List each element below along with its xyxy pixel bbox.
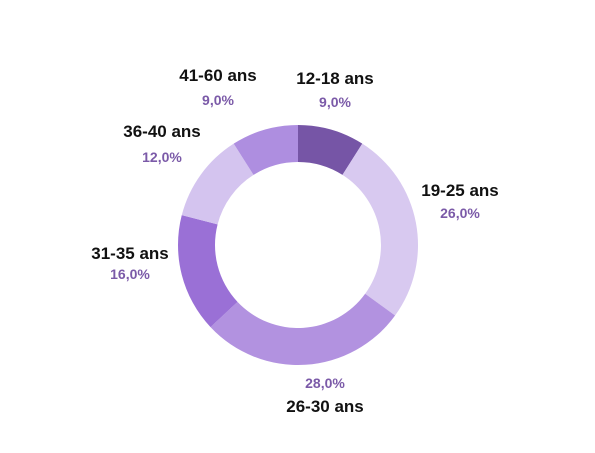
slice-12-18-ans: [298, 125, 363, 175]
slice-26-30-ans: [210, 293, 396, 366]
slice-label: 41-60 ans: [179, 66, 257, 85]
slice-31-35-ans: [178, 215, 238, 328]
slice-value-label: 9,0%: [202, 92, 234, 108]
slice-value-label: 26,0%: [440, 205, 480, 221]
slice-label: 19-25 ans: [421, 181, 499, 200]
slice-label: 36-40 ans: [123, 122, 201, 141]
slice-41-60-ans: [233, 125, 298, 175]
slice-value-label: 28,0%: [305, 375, 345, 391]
slice-label: 12-18 ans: [296, 69, 374, 88]
slice-labels: 12-18 ans 9,0% 19-25 ans 26,0% 26-30 ans 28,0…: [91, 66, 499, 416]
slice-value-label: 12,0%: [142, 149, 182, 165]
slice-value-label: 16,0%: [110, 266, 150, 282]
slice-value-label: 9,0%: [319, 94, 351, 110]
slice-19-25-ans: [342, 143, 419, 316]
slice-label: 26-30 ans: [286, 397, 364, 416]
slice-36-40-ans: [181, 143, 254, 225]
slice-label: 31-35 ans: [91, 244, 169, 263]
donut-slices: [178, 125, 419, 366]
